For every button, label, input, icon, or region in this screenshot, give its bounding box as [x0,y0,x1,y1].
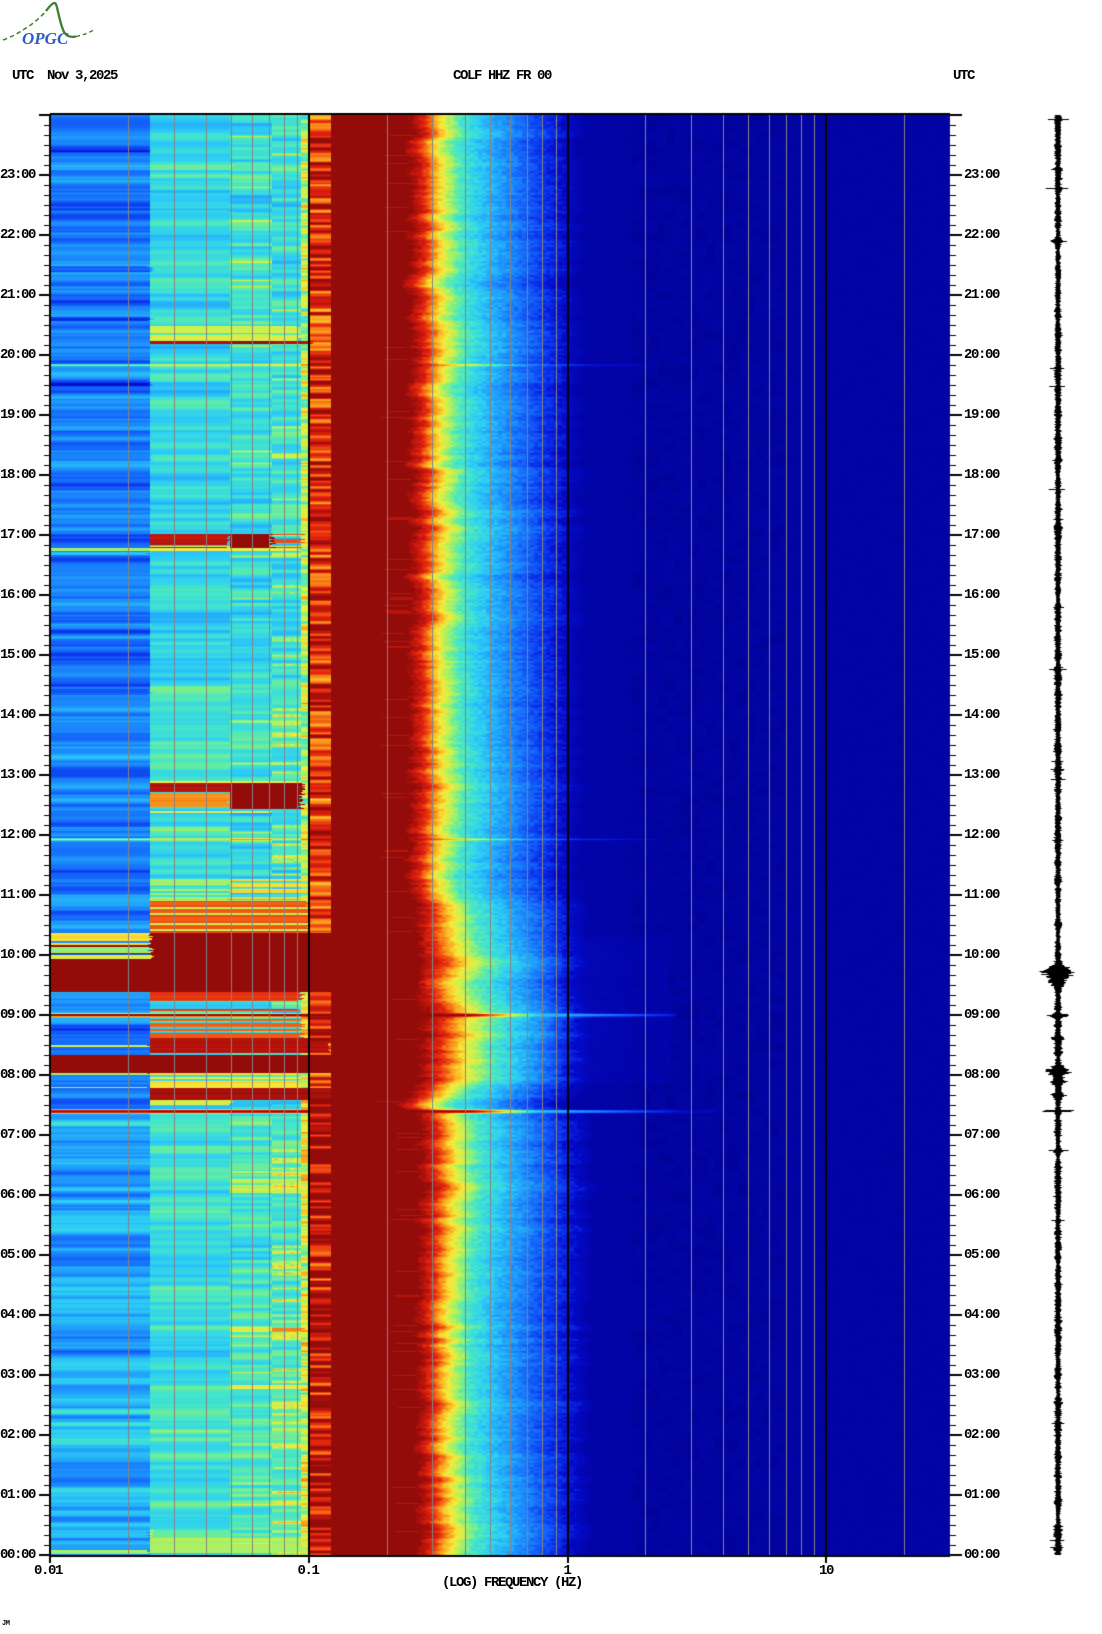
svg-text:OPGC: OPGC [22,29,69,48]
